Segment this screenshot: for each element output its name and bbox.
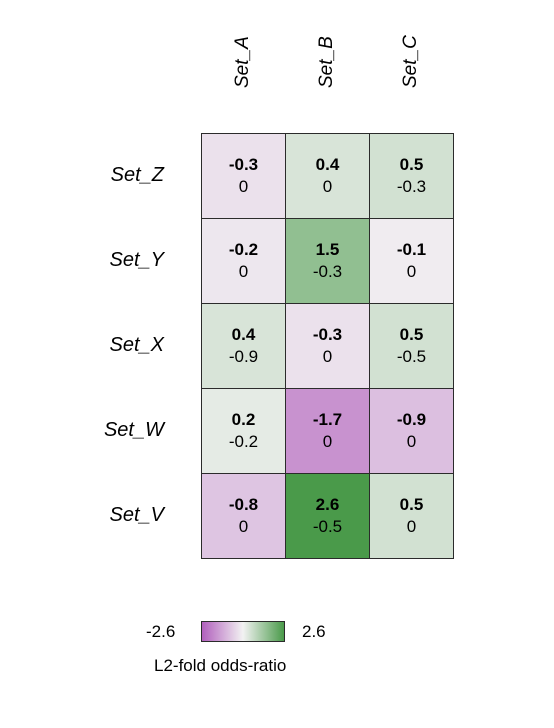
- cell-secondary-value-label: -0.3: [396, 177, 427, 196]
- cell-value-label: -0.2: [228, 240, 259, 259]
- heatmap-cell: 0.5 -0.5: [369, 303, 454, 389]
- row-label-set_x: Set_X: [109, 334, 164, 356]
- cell-secondary-value-label: 0: [322, 432, 333, 451]
- column-label-set_b: Set_B: [285, 0, 369, 110]
- cell-value-label: -0.9: [396, 410, 427, 429]
- cell-value-label: 0.4: [315, 155, 340, 174]
- heatmap-cell: 0.5 -0.3: [369, 133, 454, 219]
- heatmap-cell: -0.2 0: [201, 218, 286, 304]
- cell-secondary-value-label: -0.9: [228, 347, 259, 366]
- cell-value-label: 0.5: [399, 155, 424, 174]
- cell-value-label: 1.5: [315, 240, 340, 259]
- cell-secondary-value-label: 0: [406, 517, 417, 536]
- cell-secondary-value-label: -0.5: [312, 517, 343, 536]
- legend-min-label: -2.6: [146, 622, 176, 641]
- column-label-text: Set_B: [316, 36, 337, 88]
- heatmap-cell: -0.9 0: [369, 388, 454, 474]
- heatmap-cell: 2.6 -0.5: [285, 473, 370, 559]
- cell-value-label: -0.3: [228, 155, 259, 174]
- heatmap-cell: -0.1 0: [369, 218, 454, 304]
- cell-secondary-value-label: 0: [238, 262, 249, 281]
- cell-secondary-value-label: 0: [238, 517, 249, 536]
- cell-secondary-value-label: 0: [322, 177, 333, 196]
- heatmap-cell: -0.8 0: [201, 473, 286, 559]
- cell-secondary-value-label: 0: [322, 347, 333, 366]
- legend-gradient-bar: [201, 621, 285, 642]
- column-label-text: Set_A: [232, 36, 253, 88]
- heatmap-cell: 0.2 -0.2: [201, 388, 286, 474]
- heatmap-cell: 1.5 -0.3: [285, 218, 370, 304]
- row-label-set_y: Set_Y: [109, 249, 164, 271]
- cell-value-label: -0.1: [396, 240, 427, 259]
- cell-secondary-value-label: -0.5: [396, 347, 427, 366]
- cell-value-label: -0.3: [312, 325, 343, 344]
- cell-value-label: -0.8: [228, 495, 259, 514]
- cell-value-label: 0.4: [231, 325, 256, 344]
- cell-secondary-value-label: 0: [406, 432, 417, 451]
- legend-title: L2-fold odds-ratio: [154, 656, 287, 675]
- cell-value-label: 0.5: [399, 495, 424, 514]
- column-label-set_c: Set_C: [369, 0, 453, 110]
- cell-value-label: 0.5: [399, 325, 424, 344]
- row-label-set_w: Set_W: [103, 419, 164, 441]
- heatmap-cell: 0.4 0: [285, 133, 370, 219]
- cell-secondary-value-label: -0.2: [228, 432, 259, 451]
- legend-max-label: 2.6: [302, 622, 326, 641]
- heatmap-cell: 0.4 -0.9: [201, 303, 286, 389]
- column-label-set_a: Set_A: [201, 0, 285, 110]
- row-label-set_v: Set_V: [109, 504, 164, 526]
- cell-value-label: -1.7: [312, 410, 343, 429]
- heatmap-cell: 0.5 0: [369, 473, 454, 559]
- column-label-text: Set_C: [400, 35, 421, 88]
- cell-secondary-value-label: 0: [406, 262, 417, 281]
- cell-secondary-value-label: -0.3: [312, 262, 343, 281]
- heatmap-cell: -0.3 0: [201, 133, 286, 219]
- cell-value-label: 0.2: [231, 410, 256, 429]
- cell-value-label: 2.6: [315, 495, 340, 514]
- row-label-set_z: Set_Z: [110, 164, 164, 186]
- heatmap-cell: -0.3 0: [285, 303, 370, 389]
- heatmap-cell: -1.7 0: [285, 388, 370, 474]
- cell-secondary-value-label: 0: [238, 177, 249, 196]
